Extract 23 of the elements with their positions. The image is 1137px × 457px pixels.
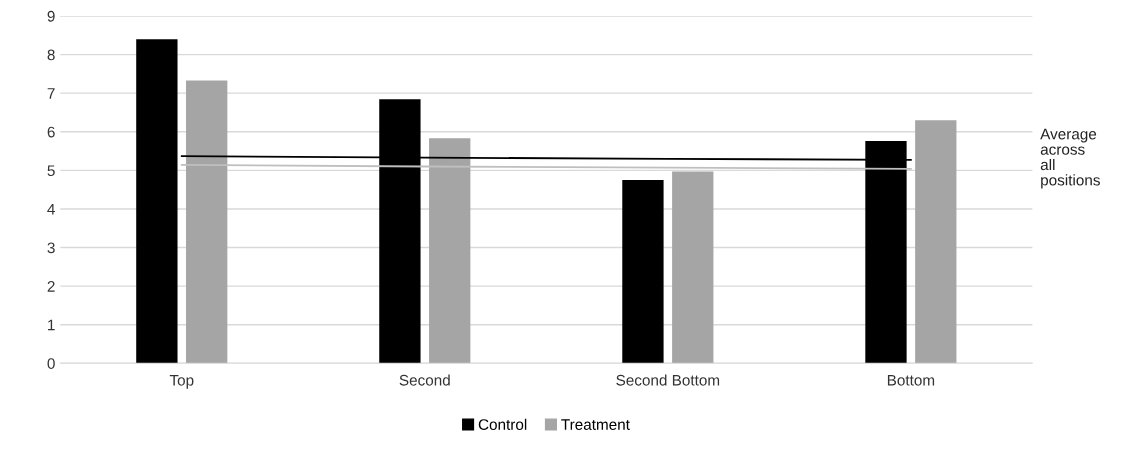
y-tick-label: 9 (47, 10, 55, 22)
legend-label: Control (478, 418, 527, 430)
bar (672, 171, 714, 364)
y-tick-label: 8 (47, 49, 55, 61)
bar (136, 39, 178, 364)
bar (915, 120, 957, 364)
x-tick-label: Second (399, 374, 450, 386)
y-tick-label: 3 (47, 242, 55, 254)
y-tick-label: 6 (47, 126, 55, 138)
x-tick-label: Second Bottom (616, 374, 720, 386)
legend-label: Treatment (561, 419, 630, 430)
bar (429, 138, 471, 364)
y-tick-label: 4 (47, 203, 55, 215)
x-tick-label: Top (169, 374, 194, 389)
bar (186, 80, 228, 364)
y-tick-label: 0 (47, 358, 55, 369)
x-tick-label: Bottom (887, 374, 935, 386)
y-tick-label: 7 (47, 88, 55, 99)
bar (622, 180, 664, 364)
y-tick-label: 1 (48, 319, 55, 331)
y-tick-label: 5 (47, 165, 55, 177)
text: Average across all positions (1040, 128, 1100, 189)
y-tick-label: 2 (47, 281, 55, 292)
